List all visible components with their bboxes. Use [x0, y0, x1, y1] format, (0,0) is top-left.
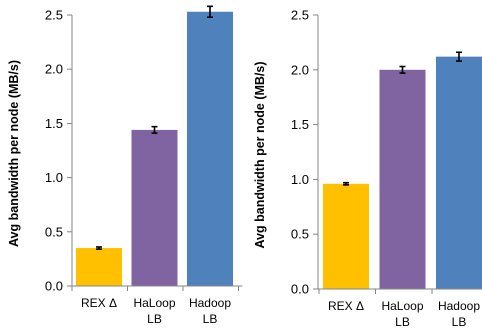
y-tick-label: 2.5 — [291, 8, 309, 23]
x-tick-label: REX Δ — [81, 296, 117, 310]
x-tick-label: LB — [452, 315, 467, 329]
y-tick-label: 1.5 — [45, 116, 63, 131]
y-tick-label: 0.5 — [291, 227, 309, 242]
error-bar — [207, 5, 213, 18]
bar — [76, 248, 122, 286]
y-tick-label: 0.0 — [291, 282, 309, 297]
bar — [323, 183, 369, 289]
error-bar — [343, 181, 349, 186]
error-bar — [151, 125, 158, 134]
y-tick-label: 2.5 — [45, 8, 63, 23]
x-tick-label: LB — [147, 312, 162, 326]
y-tick-label: 0.0 — [45, 279, 63, 294]
bar — [436, 56, 482, 290]
y-axis-label: Avg bandwidth per node (MB/s) — [7, 60, 21, 247]
chart-right: 0.0 0.5 1.0 1.5 2.0 2.5 REX Δ HaLoop LB Hadoop LB A… — [253, 8, 482, 329]
x-tick-label: LB — [395, 315, 410, 329]
bar — [379, 69, 426, 289]
y-tick-label: 2.0 — [291, 62, 309, 77]
chart-left: 0.0 0.5 1.0 1.5 2.0 2.5 REX Δ HaLoop LB Hadoop LB A… — [7, 5, 243, 326]
y-tick-label: 1.0 — [45, 170, 63, 185]
error-bar — [96, 246, 102, 250]
y-tick-label: 0.5 — [45, 224, 63, 239]
y-tick-label: 1.5 — [291, 117, 309, 132]
y-tick-label: 2.0 — [45, 62, 63, 77]
x-tick-label: HaLoop — [381, 299, 423, 313]
x-tick-label: Hadoop — [438, 299, 480, 313]
x-tick-label: Hadoop — [189, 296, 231, 310]
y-axis-label: Avg bandwidth per node (MB/s) — [253, 61, 267, 248]
x-tick-label: HaLoop — [133, 296, 175, 310]
y-tick-label: 1.0 — [291, 172, 309, 187]
bar — [187, 11, 233, 287]
error-bar — [456, 51, 462, 62]
bar — [131, 129, 178, 286]
error-bar — [399, 65, 406, 74]
x-tick-label: LB — [203, 312, 218, 326]
x-tick-label: REX Δ — [328, 299, 364, 313]
